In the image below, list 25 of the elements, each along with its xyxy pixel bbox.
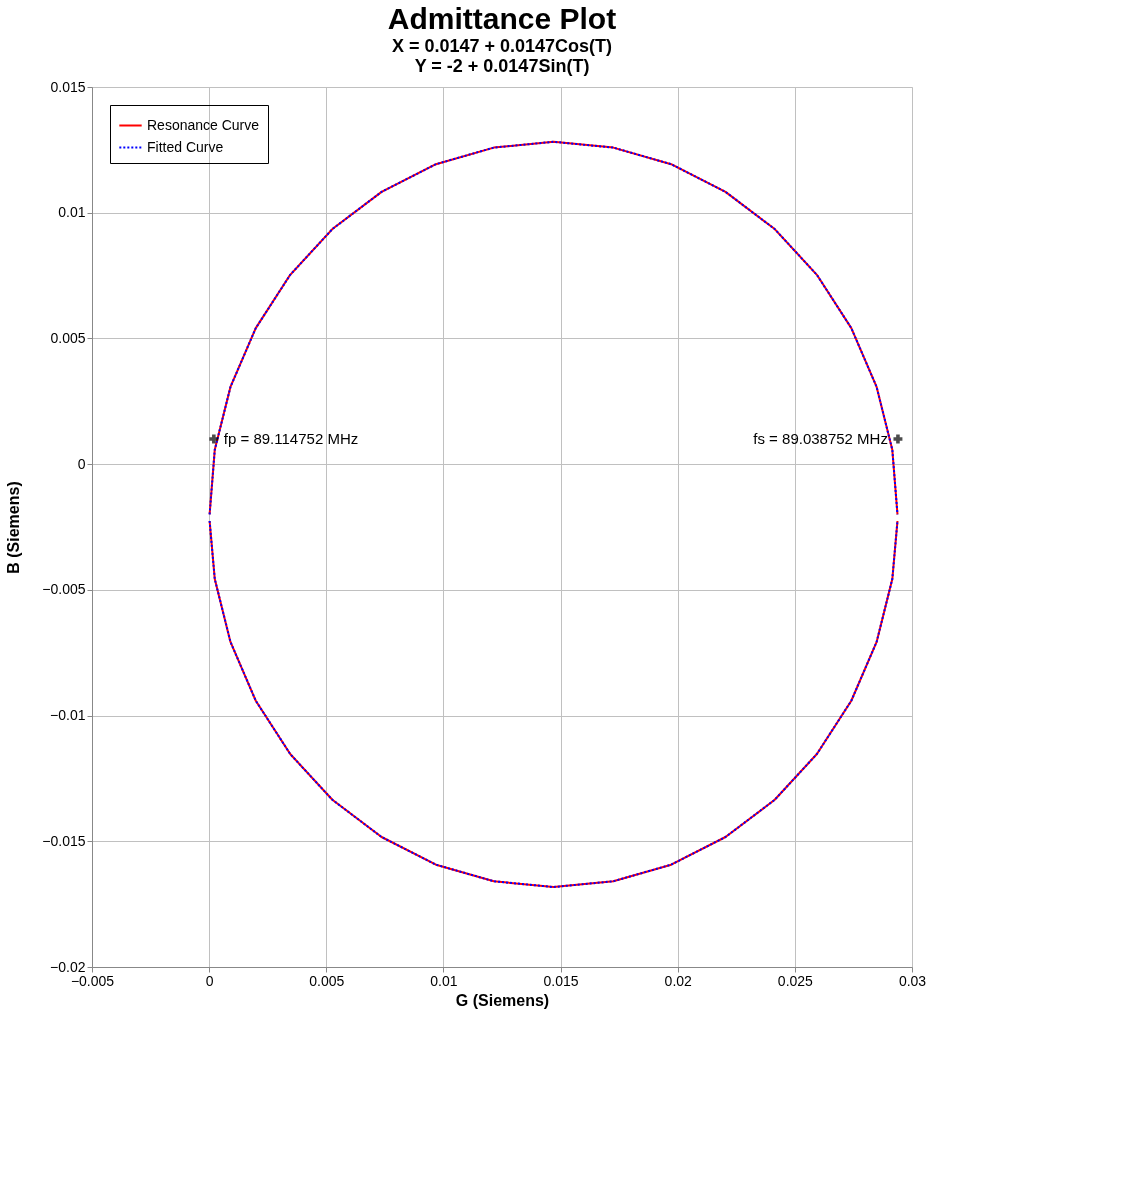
y-tick-label: 0.005 [50, 329, 86, 346]
y-axis-title: B (Siemens) [5, 481, 23, 574]
y-tick-label: 0.015 [50, 78, 86, 95]
y-tick-label: 0.01 [58, 204, 86, 221]
x-tick-label: 0.005 [309, 972, 345, 989]
legend-label: Fitted Curve [147, 138, 224, 155]
x-tick-label: 0.03 [898, 972, 927, 989]
x-tick-label: 0 [205, 972, 214, 989]
legend-label: Resonance Curve [147, 116, 260, 133]
y-tick-label: −0.02 [50, 958, 86, 975]
x-tick-label: −0.005 [70, 972, 115, 989]
chart-title: Admittance Plot [387, 2, 617, 35]
annotation: fp = 89.114752 MHz [223, 430, 359, 447]
x-tick-label: 0.015 [543, 972, 579, 989]
y-tick-label: −0.01 [50, 707, 86, 724]
y-tick-label: −0.015 [42, 832, 86, 849]
x-tick-label: 0.025 [777, 972, 814, 989]
y-tick-label: 0 [77, 455, 86, 472]
annotation: fs = 89.038752 MHz [753, 430, 888, 447]
x-tick-label: 0.02 [664, 972, 693, 989]
line-series [208, 519, 899, 889]
x-axis-title: G (Siemens) [455, 991, 550, 1009]
chart-subtitle: X = 0.0147 + 0.0147Cos(T) Y = -2 + 0.0147Sin(T) [391, 36, 613, 76]
x-tick-label: 0.01 [430, 972, 458, 989]
y-tick-label: −0.005 [42, 581, 86, 598]
